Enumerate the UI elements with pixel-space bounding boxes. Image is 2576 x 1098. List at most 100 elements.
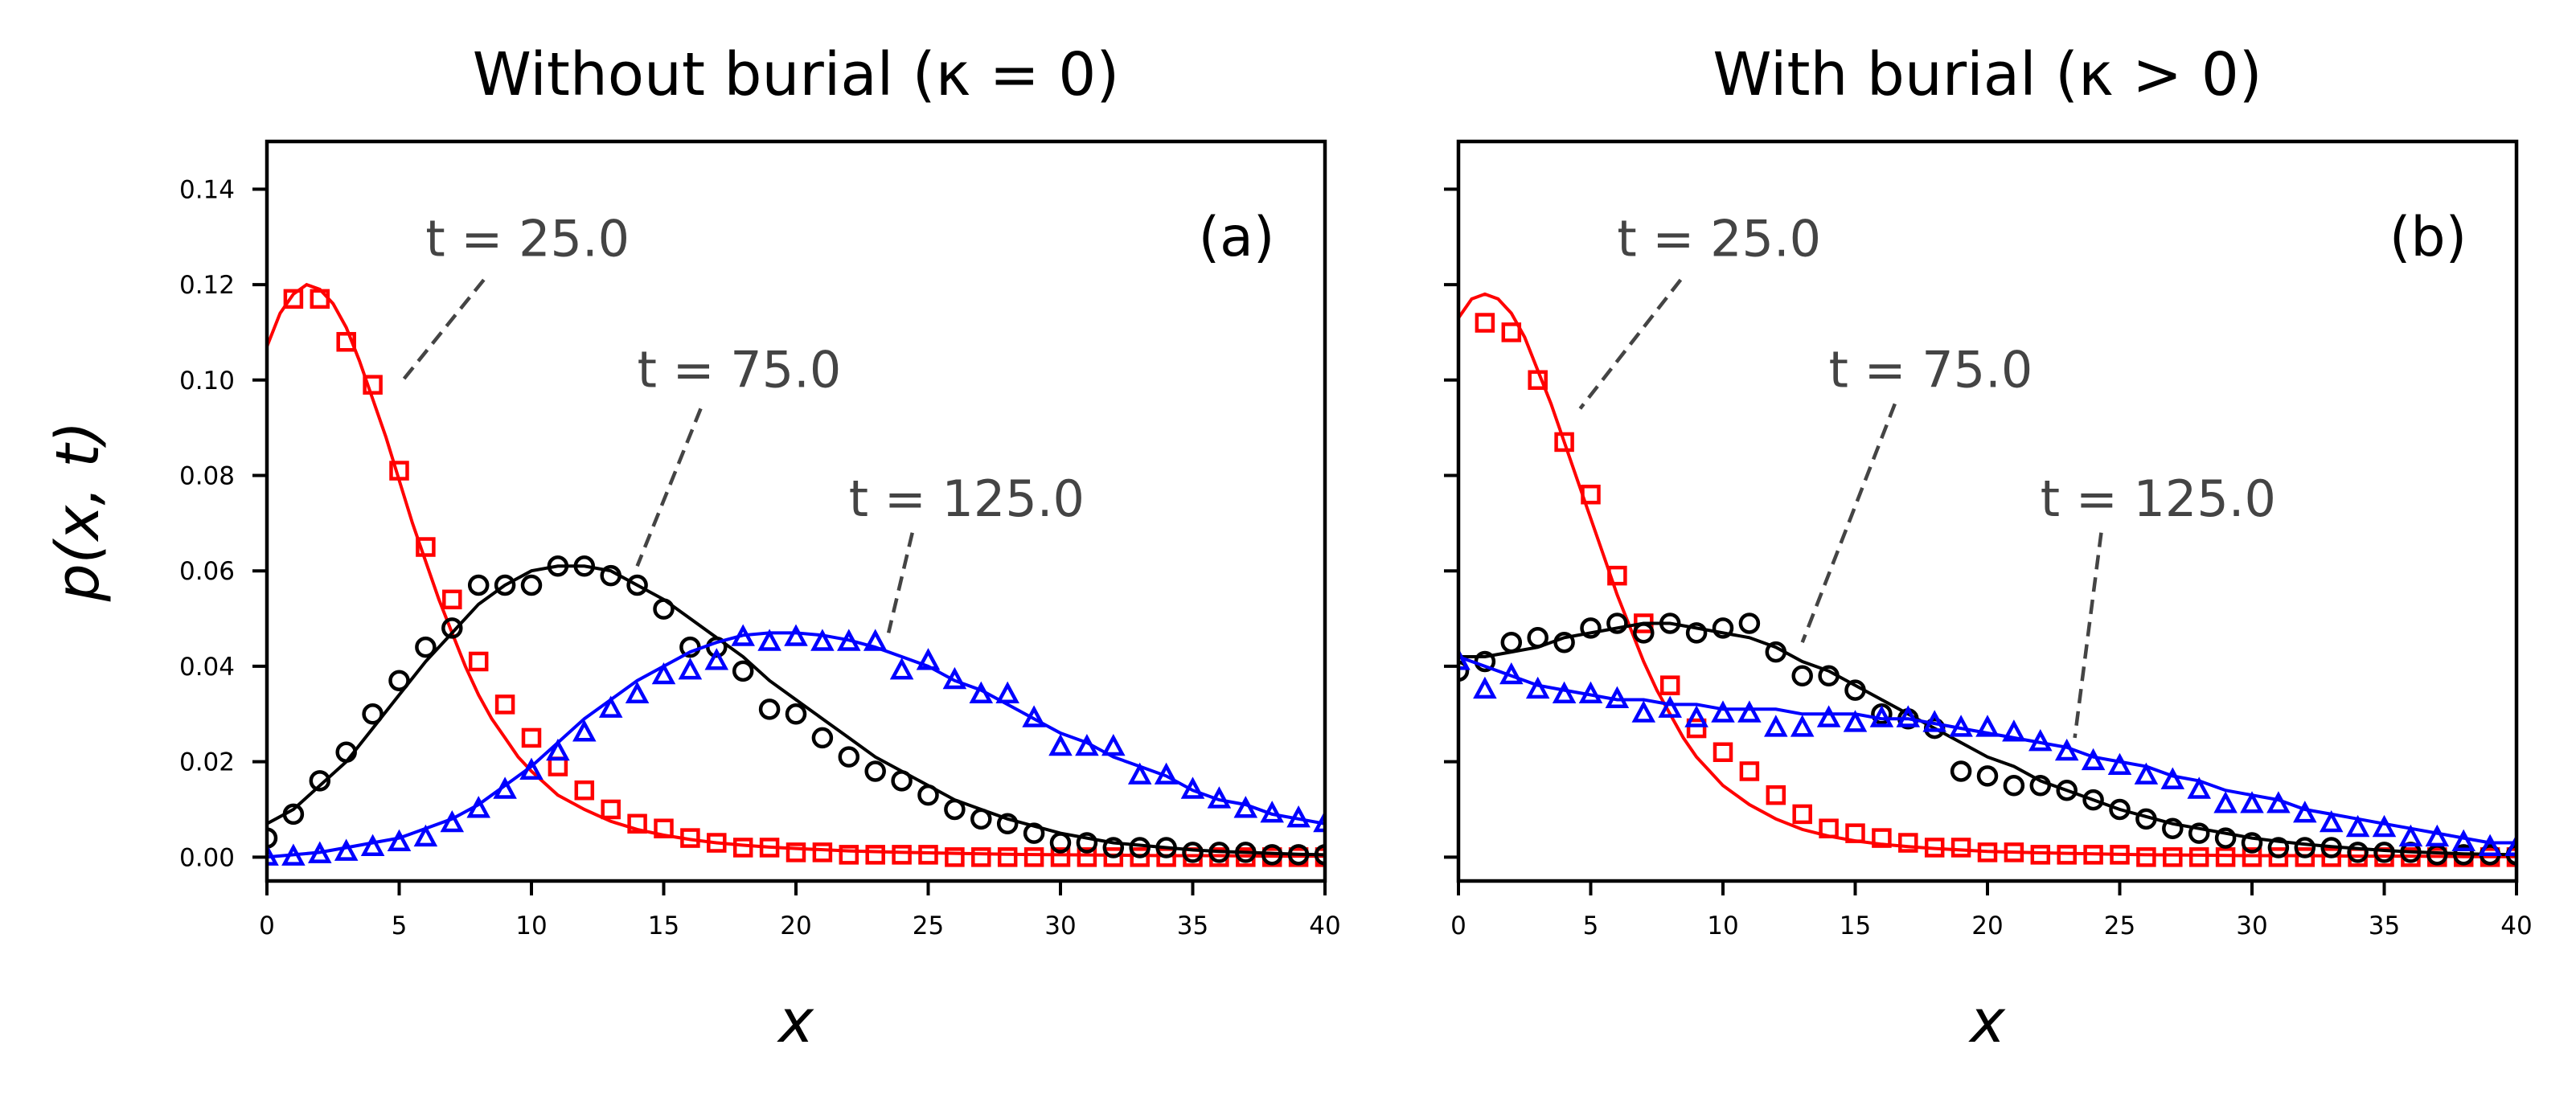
data-point-circle: [309, 770, 331, 792]
data-point-triangle: [1605, 686, 1630, 708]
data-point-triangle: [916, 648, 941, 670]
data-point-circle: [758, 699, 781, 720]
data-point-triangle: [1022, 705, 1046, 727]
data-point-circle: [520, 574, 543, 596]
data-point-square: [1845, 823, 1865, 843]
data-point-triangle: [1473, 676, 1497, 699]
data-point-triangle: [267, 843, 279, 866]
annotation-label: t = 25.0: [425, 209, 630, 268]
data-point-circle: [1182, 842, 1204, 863]
data-point-triangle: [1127, 762, 1152, 785]
y-tick-label: 0.06: [179, 557, 235, 586]
y-tick-label: 0.02: [179, 748, 235, 777]
data-point-circle: [494, 574, 516, 596]
data-point-circle: [1235, 842, 1257, 863]
y-tick-label: 0.12: [179, 271, 235, 300]
data-point-triangle: [757, 629, 781, 651]
data-point-square: [2321, 847, 2341, 867]
data-point-circle: [1818, 665, 1840, 687]
x-tick-label: 40: [1309, 912, 1340, 940]
data-point-triangle: [1658, 695, 1682, 718]
data-point-circle: [2003, 775, 2025, 797]
data-point-square: [1898, 833, 1918, 853]
data-point-triangle: [1048, 733, 1073, 756]
annotation-leader: [397, 278, 486, 387]
data-point-triangle: [598, 695, 623, 718]
data-point-square: [1581, 484, 1601, 505]
axes-frame: [1456, 139, 2519, 883]
data-point-square: [627, 813, 647, 834]
data-point-square: [2004, 842, 2024, 862]
data-point-triangle: [2081, 748, 2106, 771]
data-point-square: [574, 780, 595, 801]
data-point-square: [1050, 847, 1071, 867]
data-point-triangle: [1816, 705, 1841, 727]
data-point-circle: [573, 555, 596, 577]
y-tick-label: 0.10: [179, 367, 235, 395]
series-points-triangle: [1458, 648, 2517, 856]
data-point-square: [363, 375, 383, 395]
panel-a: Without burial (κ = 0) 0 5 10 15 20 25 30 35 40 0.…: [43, 40, 1341, 1056]
annotation-label: t = 75.0: [1829, 341, 2033, 399]
data-point-triangle: [2213, 791, 2238, 813]
annotation-leader: [886, 532, 914, 633]
panel-label: (a): [1199, 206, 1275, 269]
plot-area: [1458, 292, 2517, 867]
data-point-triangle: [1458, 648, 1471, 670]
x-tick-label: 10: [1707, 912, 1738, 940]
series-line-triangle: [1458, 655, 2517, 845]
data-point-square: [1077, 847, 1097, 867]
data-point-triangle: [863, 629, 888, 651]
annotation-label: t = 125.0: [2041, 469, 2276, 528]
data-point-triangle: [2134, 762, 2159, 785]
axes-frame: [265, 139, 1327, 883]
data-point-square: [1475, 313, 1495, 333]
annotation-label: t = 125.0: [849, 469, 1085, 528]
data-point-circle: [944, 798, 966, 821]
data-point-circle: [2294, 837, 2316, 858]
data-point-circle: [2241, 832, 2263, 854]
data-point-circle: [811, 727, 834, 749]
data-point-circle: [1102, 837, 1125, 858]
data-point-circle: [970, 808, 992, 830]
data-point-square: [2057, 845, 2077, 865]
data-point-square: [1872, 828, 1892, 848]
data-point-square: [971, 847, 991, 867]
data-point-circle: [864, 760, 886, 782]
data-point-circle: [388, 670, 410, 691]
annotation-leader: [635, 408, 703, 567]
data-point-triangle: [1922, 710, 1946, 732]
data-point-triangle: [334, 838, 359, 861]
data-point-circle: [1458, 660, 1470, 682]
x-tick-label: 5: [1583, 912, 1599, 940]
data-point-circle: [467, 574, 490, 596]
x-tick-label: 30: [1044, 912, 1076, 940]
data-point-triangle: [995, 681, 1019, 704]
data-point-triangle: [281, 843, 306, 866]
data-point-square: [1528, 370, 1548, 391]
x-tick-label: 10: [515, 912, 547, 940]
data-point-square: [1739, 761, 1760, 781]
data-point-square: [2188, 847, 2209, 867]
data-point-triangle: [969, 681, 994, 704]
x-tick-label: 0: [1450, 912, 1466, 940]
data-point-triangle: [1525, 676, 1550, 699]
data-point-circle: [2452, 844, 2475, 866]
data-point-circle: [2162, 817, 2184, 839]
x-axis-label: x: [777, 987, 814, 1056]
data-point-circle: [1287, 844, 1310, 866]
data-point-triangle: [1631, 700, 1656, 723]
data-point-triangle: [2451, 829, 2476, 852]
data-point-square: [2215, 847, 2236, 867]
data-point-triangle: [466, 796, 490, 818]
data-point-triangle: [1711, 700, 1735, 723]
data-point-triangle: [360, 834, 385, 856]
data-point-square: [1977, 842, 1998, 862]
data-point-triangle: [731, 624, 755, 646]
data-point-square: [1950, 838, 1971, 858]
series-line-triangle: [267, 631, 1325, 859]
data-point-circle: [1685, 622, 1708, 644]
data-point-square: [1713, 742, 1733, 762]
data-point-circle: [626, 574, 648, 596]
